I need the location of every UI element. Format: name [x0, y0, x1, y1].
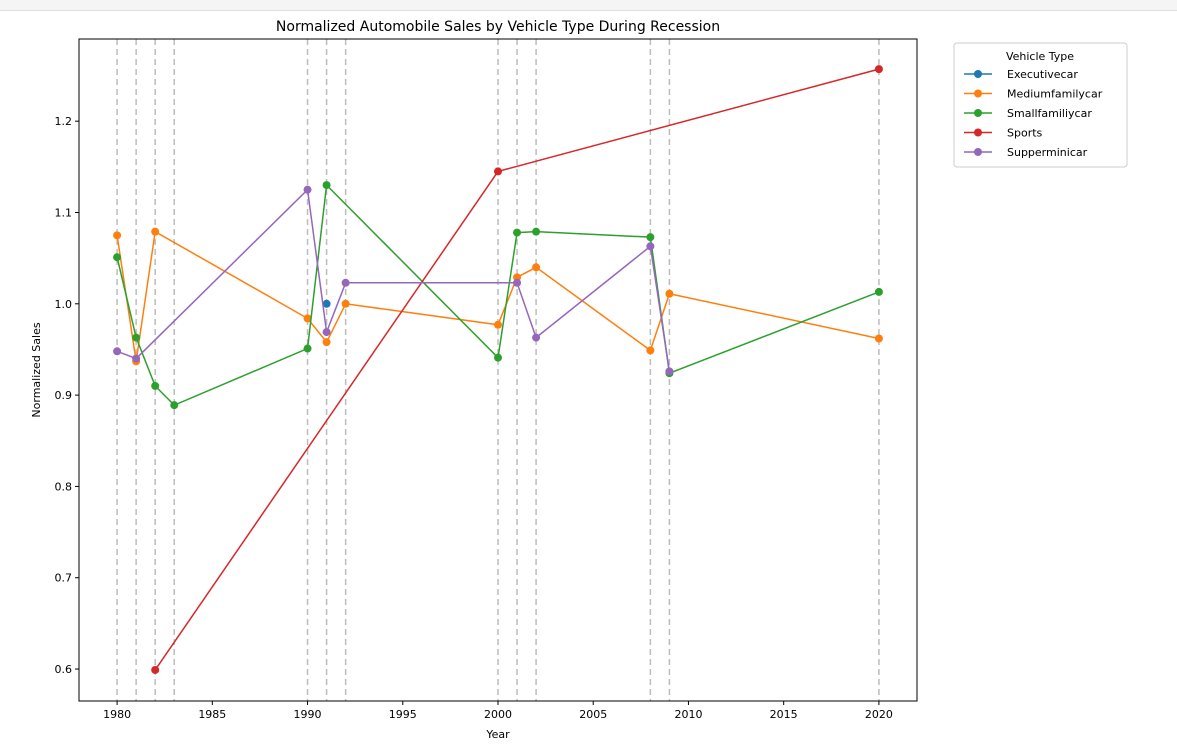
point-mediumfamilycar-2008 [646, 346, 655, 355]
point-supperminicar-1981 [132, 354, 141, 363]
legend-frame [953, 42, 1128, 168]
point-smallfamiliycar-1983 [170, 401, 179, 410]
legend-marker-sports [974, 128, 982, 137]
legend-label-smallfamiliycar: Smallfamiliycar [1007, 107, 1092, 120]
legend-title: Vehicle Type [1006, 50, 1074, 63]
point-executivecar-1991 [322, 299, 331, 308]
point-smallfamiliycar-2000 [494, 353, 502, 362]
y-tick-label-1: 1.0 [55, 298, 73, 311]
point-supperminicar-2009 [665, 367, 674, 376]
legend-label-executivecar: Executivecar [1007, 68, 1078, 81]
point-mediumfamilycar-2020 [874, 334, 883, 343]
x-tick-label-2000: 2000 [484, 708, 512, 721]
x-tick-label-2015: 2015 [770, 708, 798, 721]
y-tick-label-0.9: 0.9 [55, 389, 73, 402]
point-sports-1982 [151, 665, 160, 674]
y-tick-label-0.7: 0.7 [55, 572, 73, 585]
point-supperminicar-2008 [646, 242, 655, 251]
point-smallfamiliycar-1990 [303, 344, 312, 353]
point-mediumfamilycar-2000 [494, 320, 502, 329]
series-line-supperminicar [116, 188, 671, 372]
y-axis-label: Normalized Sales [30, 322, 43, 417]
legend-marker-executivecar [974, 70, 982, 78]
legend-items: Executivecar Mediumfamilycar Smallfamiliyc… [964, 68, 1103, 159]
point-supperminicar-2002 [532, 333, 541, 342]
x-tick-label-1980: 1980 [103, 708, 131, 721]
y-tick-label-0.8: 0.8 [55, 480, 73, 493]
legend-marker-supperminicar [974, 148, 982, 156]
legend-marker-mediumfamilycar [974, 89, 982, 98]
point-smallfamiliycar-1980 [113, 253, 122, 262]
x-tick-label-2005: 2005 [579, 708, 607, 721]
x-tick-label-2020: 2020 [865, 708, 893, 721]
y-tick-label-1.1: 1.1 [55, 206, 73, 219]
legend: Vehicle Type Executivecar Mediumfamilycar… [953, 42, 1128, 168]
point-sports-2020 [874, 65, 883, 74]
point-supperminicar-1992 [341, 278, 350, 287]
point-smallfamiliycar-2008 [646, 233, 655, 242]
point-supperminicar-1980 [113, 347, 122, 356]
series-line-mediumfamilycar [116, 230, 880, 362]
point-sports-2000 [494, 167, 502, 176]
point-mediumfamilycar-2001 [513, 273, 522, 282]
notebook-toolbar-strip [0, 0, 1177, 11]
legend-label-sports: Sports [1007, 127, 1043, 140]
point-mediumfamilycar-2002 [532, 263, 541, 272]
point-smallfamiliycar-1981 [132, 333, 141, 342]
point-mediumfamilycar-1990 [303, 314, 312, 323]
point-smallfamiliycar-2002 [532, 227, 541, 236]
point-mediumfamilycar-1982 [151, 227, 160, 236]
point-smallfamiliycar-2020 [874, 287, 883, 296]
point-supperminicar-2001 [513, 278, 522, 287]
plot-area: 1980 1985 1990 1995 2000 2005 2010 2015 2020 0.6 0… [55, 38, 918, 721]
x-tick-label-1990: 1990 [294, 708, 322, 721]
chart-title: Normalized Automobile Sales by Vehicle T… [276, 19, 720, 35]
point-smallfamiliycar-1991 [322, 181, 331, 190]
y-tick-label-0.6: 0.6 [55, 663, 73, 676]
legend-label-mediumfamilycar: Mediumfamilycar [1007, 88, 1103, 101]
x-tick-label-1985: 1985 [198, 708, 226, 721]
x-tick-label-2010: 2010 [674, 708, 702, 721]
y-tick-label-1.2: 1.2 [55, 115, 73, 128]
point-mediumfamilycar-1992 [341, 299, 350, 308]
point-supperminicar-1991 [322, 328, 331, 337]
x-axis-label: Year [485, 728, 510, 741]
legend-label-supperminicar: Supperminicar [1007, 146, 1088, 159]
x-tick-label-1995: 1995 [389, 708, 417, 721]
legend-marker-smallfamiliycar [974, 109, 982, 117]
point-smallfamiliycar-2001 [513, 228, 522, 237]
point-mediumfamilycar-1980 [113, 231, 122, 240]
point-mediumfamilycar-2009 [665, 289, 674, 298]
point-smallfamiliycar-1982 [151, 381, 160, 390]
point-supperminicar-1990 [303, 185, 312, 194]
series-line-smallfamiliycar [116, 183, 880, 407]
point-mediumfamilycar-1991 [322, 338, 331, 347]
